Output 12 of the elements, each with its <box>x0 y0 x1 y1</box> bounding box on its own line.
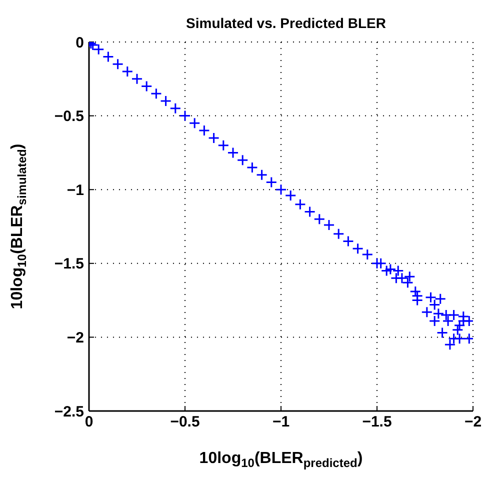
x-axis-title: 10log$_{10}$(BLER$_{predicted}$) <box>199 450 363 470</box>
x-tick-label: −2 <box>464 414 482 431</box>
y-tick-label: −0.5 <box>54 108 84 126</box>
y-tick-label: −2.5 <box>54 403 84 420</box>
y-tick-label: −1 <box>66 182 84 199</box>
x-tick-label: −0.5 <box>170 414 200 431</box>
y-tick-label: −1.5 <box>54 256 84 273</box>
x-tick-label: −1.5 <box>362 414 392 431</box>
chart-title: Simulated vs. Predicted BLER <box>186 15 386 31</box>
y-tick-label: 0 <box>76 34 84 52</box>
x-tick-label: −1 <box>272 414 290 431</box>
y-tick-label: −2 <box>66 330 84 347</box>
